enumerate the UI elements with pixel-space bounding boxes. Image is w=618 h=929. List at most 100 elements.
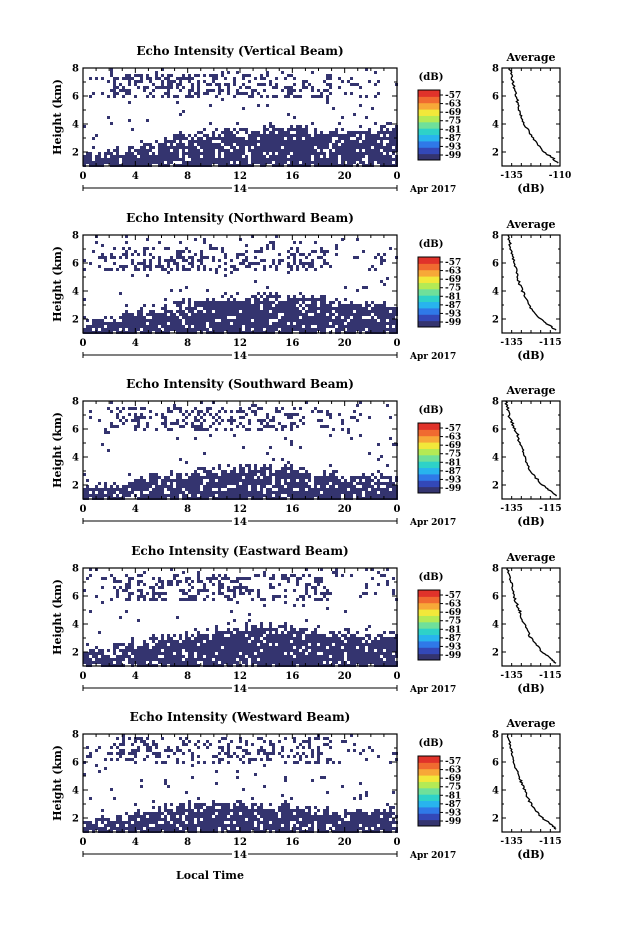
echo-cell bbox=[89, 610, 92, 613]
echo-cell bbox=[374, 322, 377, 325]
echo-cell bbox=[155, 428, 158, 431]
echo-cell bbox=[299, 253, 302, 256]
echo-cell bbox=[326, 161, 329, 164]
colorbar-segment bbox=[418, 295, 440, 303]
echo-cell bbox=[227, 464, 230, 467]
echo-cell bbox=[251, 316, 254, 319]
echo-cell bbox=[338, 122, 341, 125]
echo-cell bbox=[188, 268, 191, 271]
echo-cell bbox=[311, 262, 314, 265]
colorbar-tick-label: -69 bbox=[445, 441, 461, 451]
echo-cell bbox=[230, 637, 233, 640]
echo-cell bbox=[245, 640, 248, 643]
echo-cell bbox=[293, 422, 296, 425]
echo-cell bbox=[263, 494, 266, 497]
echo-cell bbox=[95, 646, 98, 649]
echo-cell bbox=[269, 622, 272, 625]
echo-cell bbox=[185, 473, 188, 476]
echo-cell bbox=[125, 649, 128, 652]
echo-cell bbox=[281, 310, 284, 313]
colorbar-segment bbox=[418, 269, 440, 277]
echo-cell bbox=[287, 485, 290, 488]
echo-cell bbox=[101, 649, 104, 652]
echo-cell bbox=[365, 152, 368, 155]
echo-cell bbox=[386, 143, 389, 146]
echo-cell bbox=[314, 589, 317, 592]
echo-cell bbox=[350, 134, 353, 137]
echo-cell bbox=[146, 119, 149, 122]
echo-cell bbox=[368, 319, 371, 322]
echo-cell bbox=[221, 71, 224, 74]
echo-cell bbox=[281, 458, 284, 461]
echo-cell bbox=[179, 652, 182, 655]
echo-cell bbox=[110, 253, 113, 256]
x-tick-label: 4 bbox=[132, 171, 139, 182]
echo-cell bbox=[344, 628, 347, 631]
y-tick-label: 2 bbox=[72, 315, 79, 326]
echo-cell bbox=[254, 631, 257, 634]
echo-cell bbox=[155, 598, 158, 601]
echo-cell bbox=[338, 655, 341, 658]
echo-cell bbox=[233, 589, 236, 592]
echo-cell bbox=[329, 416, 332, 419]
echo-cell bbox=[326, 589, 329, 592]
echo-cell bbox=[284, 658, 287, 661]
avg-x-label: (dB) bbox=[517, 515, 544, 528]
echo-cell bbox=[206, 256, 209, 259]
echo-cell bbox=[188, 152, 191, 155]
echo-cell bbox=[140, 316, 143, 319]
echo-cell bbox=[392, 128, 395, 131]
echo-cell bbox=[377, 482, 380, 485]
echo-cell bbox=[284, 634, 287, 637]
echo-cell bbox=[170, 580, 173, 583]
echo-cell bbox=[221, 137, 224, 140]
echo-cell bbox=[212, 467, 215, 470]
echo-cell bbox=[236, 628, 239, 631]
echo-cell bbox=[251, 140, 254, 143]
echo-cell bbox=[254, 488, 257, 491]
echo-cell bbox=[257, 319, 260, 322]
echo-cell bbox=[179, 634, 182, 637]
echo-cell bbox=[209, 658, 212, 661]
echo-cell bbox=[167, 155, 170, 158]
echo-cell bbox=[107, 268, 110, 271]
echo-cell bbox=[137, 325, 140, 328]
echo-cell bbox=[242, 658, 245, 661]
echo-cell bbox=[209, 122, 212, 125]
echo-cell bbox=[344, 307, 347, 310]
echo-cell bbox=[155, 637, 158, 640]
echo-cell bbox=[257, 634, 260, 637]
echo-cell bbox=[287, 328, 290, 331]
echo-cell bbox=[227, 89, 230, 92]
echo-cell bbox=[191, 155, 194, 158]
avg-x-label: (dB) bbox=[517, 182, 544, 195]
echo-cell bbox=[113, 247, 116, 250]
echo-cell bbox=[248, 592, 251, 595]
echo-cell bbox=[197, 152, 200, 155]
echo-cell bbox=[275, 77, 278, 80]
echo-cell bbox=[371, 322, 374, 325]
echo-cell bbox=[323, 652, 326, 655]
echo-cell bbox=[266, 104, 269, 107]
echo-cell bbox=[368, 476, 371, 479]
echo-cell bbox=[176, 146, 179, 149]
y-tick-label: 8 bbox=[72, 64, 79, 75]
echo-cell bbox=[146, 494, 149, 497]
echo-cell bbox=[194, 658, 197, 661]
echo-cell bbox=[272, 425, 275, 428]
echo-cell bbox=[200, 491, 203, 494]
echo-cell bbox=[221, 640, 224, 643]
echo-cell bbox=[164, 137, 167, 140]
echo-cell bbox=[191, 485, 194, 488]
echo-cell bbox=[167, 637, 170, 640]
echo-cell bbox=[86, 161, 89, 164]
echo-cell bbox=[83, 589, 86, 592]
echo-cell bbox=[353, 304, 356, 307]
echo-cell bbox=[380, 319, 383, 322]
echo-cell bbox=[386, 131, 389, 134]
echo-cell bbox=[362, 131, 365, 134]
echo-cell bbox=[242, 646, 245, 649]
echo-cell bbox=[245, 259, 248, 262]
echo-cell bbox=[311, 304, 314, 307]
echo-cell bbox=[230, 643, 233, 646]
